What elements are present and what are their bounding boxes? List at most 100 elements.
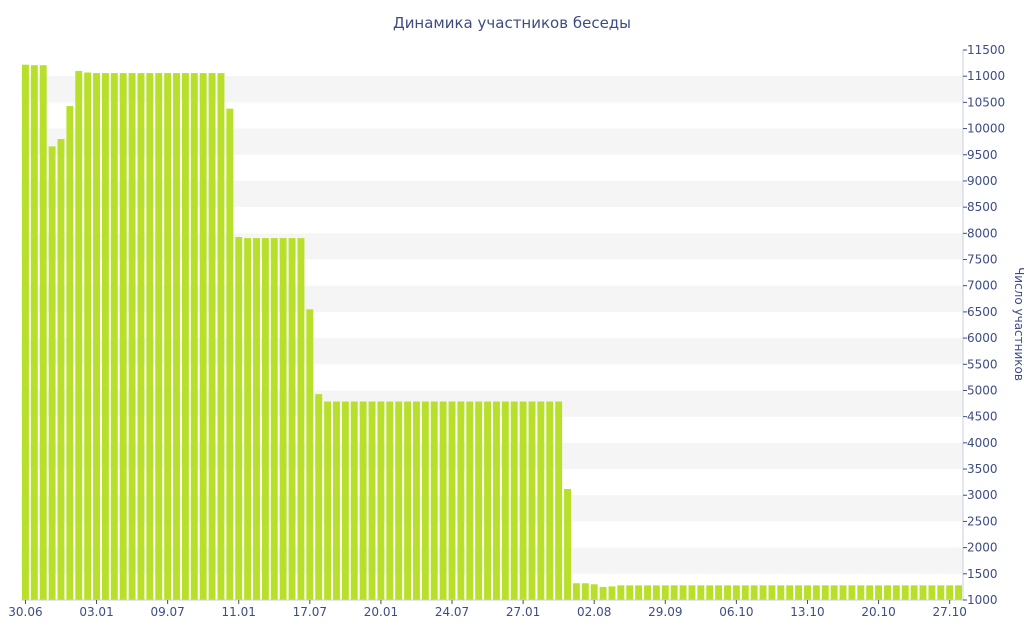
bar [475, 401, 483, 600]
bar [57, 139, 65, 601]
bar [395, 401, 403, 600]
y-tick-label: 7500 [967, 253, 998, 267]
bar [697, 585, 705, 600]
bar [48, 146, 56, 600]
bar [786, 585, 794, 600]
bar [324, 401, 332, 600]
grid-band [21, 180, 963, 208]
bar [404, 401, 412, 600]
bar [732, 585, 740, 600]
x-tick-label: 02.08 [577, 605, 611, 619]
bar [937, 585, 945, 600]
y-tick-label: 4500 [967, 410, 998, 424]
bar [795, 585, 803, 600]
bar [341, 401, 349, 600]
bar [884, 585, 891, 600]
bar [670, 585, 678, 600]
bar [110, 73, 118, 601]
bar [581, 583, 589, 600]
bar [644, 585, 651, 600]
bar [146, 73, 154, 601]
y-tick-label: 10500 [967, 95, 1005, 109]
y-tick-label: 10000 [967, 122, 1005, 136]
bar [946, 585, 954, 600]
bar [235, 237, 243, 600]
bar [910, 585, 918, 600]
y-tick-label: 3000 [967, 488, 998, 502]
bar [679, 585, 687, 600]
bar [857, 585, 865, 600]
bar [208, 73, 216, 601]
bar [439, 401, 447, 600]
y-tick-label: 2500 [967, 514, 998, 528]
bar [448, 401, 456, 600]
bar [386, 401, 394, 600]
bar [164, 73, 172, 601]
bar [546, 401, 554, 600]
grid-band [21, 495, 963, 522]
bar [93, 73, 100, 601]
bar [901, 585, 909, 600]
y-tick-label: 1500 [967, 567, 998, 581]
bar [706, 585, 714, 600]
y-tick-label: 2000 [967, 541, 998, 555]
y-tick-label: 9000 [967, 174, 998, 188]
bar [253, 238, 260, 601]
bar [279, 238, 287, 601]
bar [244, 238, 252, 601]
bar [457, 401, 465, 600]
bar [128, 73, 136, 601]
bar [821, 585, 829, 600]
y-tick-label: 11500 [967, 43, 1005, 57]
bar [635, 585, 643, 600]
bar [288, 238, 296, 601]
y-tick-label: 9500 [967, 148, 998, 162]
bar [101, 73, 109, 601]
bar [750, 585, 758, 600]
bar [484, 401, 492, 600]
bar [270, 238, 278, 601]
bar [510, 401, 518, 600]
bar [519, 401, 527, 600]
bar [21, 64, 29, 601]
bar [84, 72, 92, 600]
bar [661, 585, 669, 600]
bar [919, 585, 927, 600]
x-tick-label: 06.10 [719, 605, 753, 619]
grid-band [21, 390, 963, 417]
bar [199, 73, 207, 601]
bar [724, 585, 731, 600]
bar [812, 585, 820, 600]
bar [466, 401, 474, 600]
grid-bands [21, 76, 963, 574]
bar [39, 65, 47, 600]
x-tick-label: 09.07 [150, 605, 184, 619]
x-tick-label: 11.01 [222, 605, 256, 619]
bar [492, 401, 500, 600]
bar [537, 401, 545, 600]
bar [564, 488, 571, 600]
bar [848, 585, 856, 600]
bar [217, 73, 225, 601]
bar [652, 585, 660, 600]
grid-band [21, 442, 963, 470]
y-tick-label: 6000 [967, 331, 998, 345]
bar [528, 401, 536, 600]
bar [368, 401, 376, 600]
grid-band [21, 285, 963, 312]
x-tick-label: 24.07 [435, 605, 469, 619]
x-tick-label: 20.01 [364, 605, 398, 619]
bar [359, 401, 367, 600]
bar [226, 108, 234, 601]
y-tick-label: 7000 [967, 279, 998, 293]
bar [181, 73, 189, 601]
bar [413, 401, 420, 600]
x-tick-label: 17.07 [293, 605, 327, 619]
y-tick-label: 11000 [967, 69, 1005, 83]
bar [875, 585, 883, 600]
y-tick-label: 8000 [967, 226, 998, 240]
bar [572, 583, 580, 600]
bar [306, 309, 314, 600]
bars-group [21, 64, 963, 601]
